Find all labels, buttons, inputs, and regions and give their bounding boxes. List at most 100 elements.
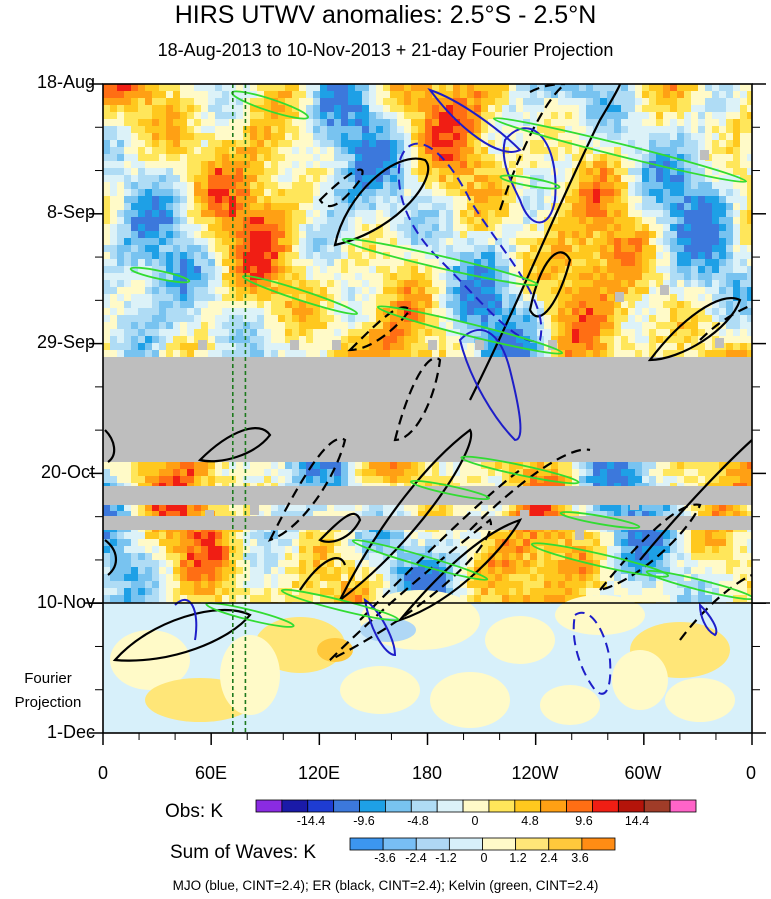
obs-cell bbox=[607, 350, 615, 358]
obs-cell bbox=[544, 301, 552, 309]
obs-cell bbox=[537, 203, 545, 211]
obs-cell bbox=[460, 203, 468, 211]
obs-cell bbox=[558, 308, 566, 316]
obs-cell bbox=[439, 287, 447, 295]
obs-cell bbox=[516, 84, 524, 92]
obs-cell bbox=[425, 301, 433, 309]
obs-cell bbox=[614, 196, 622, 204]
obs-cell bbox=[551, 133, 559, 141]
obs-cell bbox=[642, 350, 650, 358]
obs-cell bbox=[432, 308, 440, 316]
obs-cell bbox=[733, 287, 741, 295]
obs-cell bbox=[187, 147, 195, 155]
obs-cell bbox=[117, 343, 125, 351]
obs-cell bbox=[131, 252, 139, 260]
obs-cell bbox=[390, 336, 398, 344]
obs-cell bbox=[278, 322, 286, 330]
obs-cell bbox=[635, 238, 643, 246]
obs-cell bbox=[572, 112, 580, 120]
obs-cell bbox=[243, 168, 251, 176]
obs-cell bbox=[481, 245, 489, 253]
obs-cell bbox=[495, 350, 503, 358]
obs-cell bbox=[103, 140, 111, 148]
obs-cell bbox=[292, 133, 300, 141]
obs-cell bbox=[348, 217, 356, 225]
obs-cell bbox=[691, 168, 699, 176]
obs-cell bbox=[299, 98, 307, 106]
obs-cell bbox=[425, 189, 433, 197]
obs-cell bbox=[733, 350, 741, 358]
obs-cell bbox=[726, 231, 734, 239]
obs-cell bbox=[180, 350, 188, 358]
obs-cell bbox=[271, 336, 279, 344]
obs-cell bbox=[698, 133, 706, 141]
obs-cell bbox=[110, 210, 118, 218]
obs-cell bbox=[131, 336, 139, 344]
obs-cell bbox=[600, 168, 608, 176]
obs-cell bbox=[551, 140, 559, 148]
obs-cell bbox=[670, 133, 678, 141]
obs-cell bbox=[537, 175, 545, 183]
obs-cell bbox=[383, 126, 391, 134]
obs-cell bbox=[208, 154, 216, 162]
obs-cell bbox=[152, 308, 160, 316]
obs-cell bbox=[334, 350, 342, 358]
obs-cell bbox=[621, 140, 629, 148]
obs-cell bbox=[488, 231, 496, 239]
obs-cell bbox=[663, 105, 671, 113]
obs-cell bbox=[558, 84, 566, 92]
obs-cell bbox=[173, 266, 181, 274]
obs-cell bbox=[600, 252, 608, 260]
obs-cell bbox=[348, 315, 356, 323]
obs-cell bbox=[663, 315, 671, 323]
obs-cell bbox=[565, 119, 573, 127]
obs-cell bbox=[383, 329, 391, 337]
obs-cell bbox=[460, 112, 468, 120]
obs-cell bbox=[600, 308, 608, 316]
obs-cell bbox=[467, 133, 475, 141]
obs-cell bbox=[292, 336, 300, 344]
obs-cell bbox=[404, 154, 412, 162]
obs-cell bbox=[187, 252, 195, 260]
obs-cell bbox=[404, 294, 412, 302]
obs-cell bbox=[187, 119, 195, 127]
obs-cell bbox=[663, 196, 671, 204]
obs-cell bbox=[180, 196, 188, 204]
obs-cell bbox=[180, 112, 188, 120]
obs-cell bbox=[495, 105, 503, 113]
obs-cell bbox=[278, 105, 286, 113]
obs-cell bbox=[138, 308, 146, 316]
obs-cell bbox=[327, 98, 335, 106]
obs-cell bbox=[215, 175, 223, 183]
obs-cell bbox=[747, 273, 752, 281]
obs-cell bbox=[159, 154, 167, 162]
obs-cell bbox=[460, 168, 468, 176]
obs-cell bbox=[502, 91, 510, 99]
obs-cell bbox=[222, 343, 230, 351]
obs-cell bbox=[131, 245, 139, 253]
obs-cell bbox=[110, 161, 118, 169]
obs-cell bbox=[740, 294, 748, 302]
obs-cell bbox=[236, 350, 244, 358]
obs-cell bbox=[663, 91, 671, 99]
obs-cell bbox=[355, 168, 363, 176]
obs-cell bbox=[313, 105, 321, 113]
obs-cell bbox=[705, 266, 713, 274]
obs-cell bbox=[341, 315, 349, 323]
obs-cell bbox=[117, 203, 125, 211]
obs-cell bbox=[187, 329, 195, 337]
obs-cell bbox=[572, 322, 580, 330]
obs-cell bbox=[677, 196, 685, 204]
obs-cell bbox=[292, 259, 300, 267]
obs-cell bbox=[306, 224, 314, 232]
obs-cell bbox=[243, 175, 251, 183]
obs-cell bbox=[621, 329, 629, 337]
obs-cell bbox=[747, 112, 752, 120]
obs-cell bbox=[439, 266, 447, 274]
obs-cell bbox=[397, 217, 405, 225]
obs-cell bbox=[649, 308, 657, 316]
obs-cell bbox=[131, 308, 139, 316]
obs-cell bbox=[537, 231, 545, 239]
obs-cell bbox=[138, 343, 146, 351]
obs-cell bbox=[474, 301, 482, 309]
